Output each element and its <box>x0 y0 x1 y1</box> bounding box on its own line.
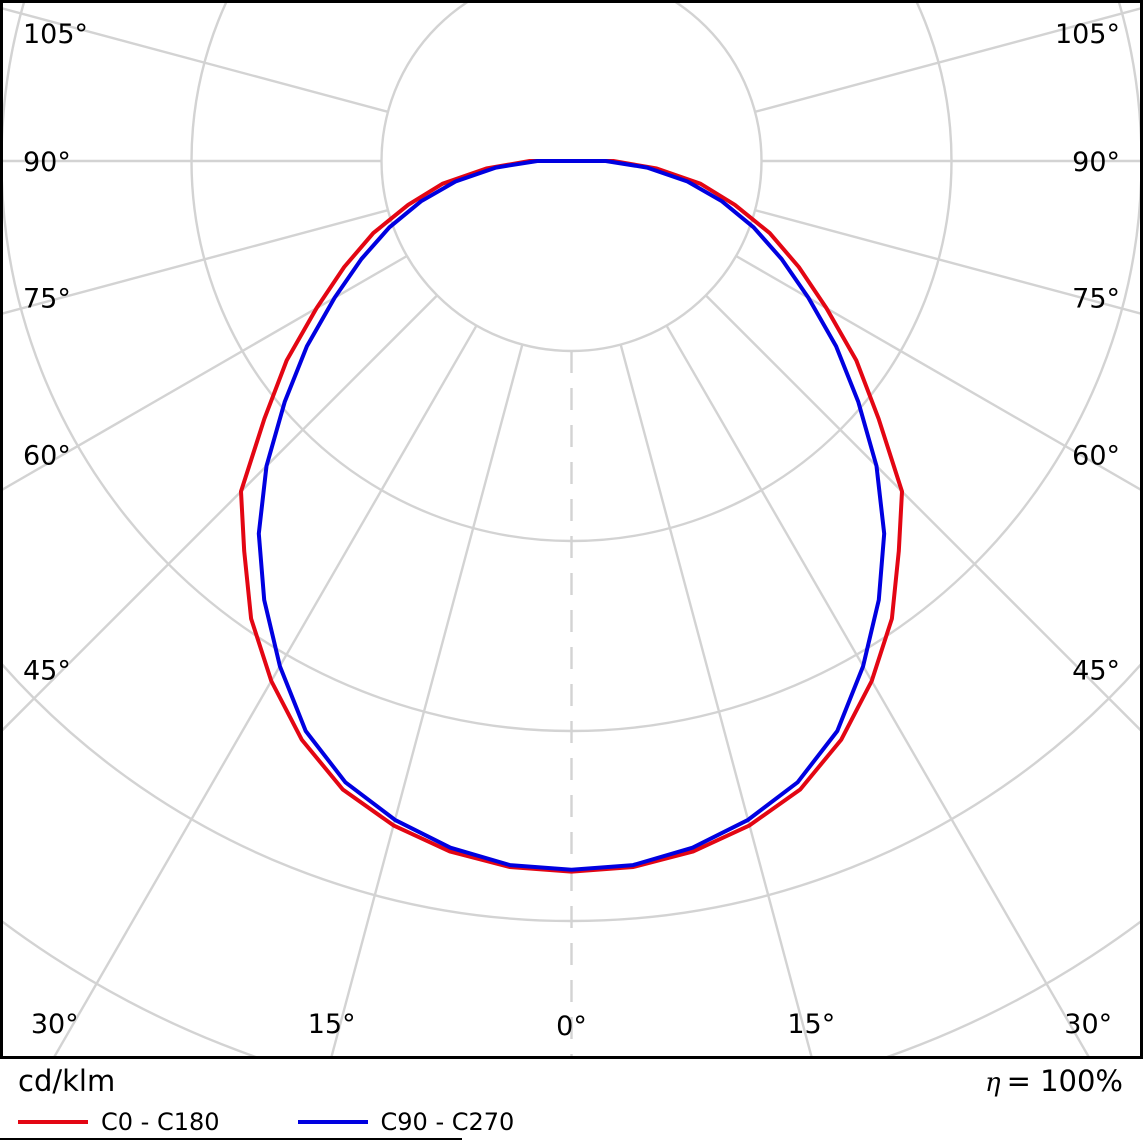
grid-radial-75 <box>754 209 1140 315</box>
grid-ring <box>380 3 763 353</box>
legend-swatch-0 <box>18 1120 88 1124</box>
angle-label-left-105: 105° <box>23 19 88 50</box>
legend-label-0: C0 - C180 <box>101 1108 220 1136</box>
polar-plot-area: 0° 15° 15° 30° 30° 45° 45° 60° 60° 75° 75° 90° 90° 10… <box>0 0 1143 1059</box>
chart-footer: cd/klm η = 100% C0 - C180 C90 - C270 <box>0 1059 1143 1143</box>
angle-label-left-90: 90° <box>23 147 71 178</box>
grid-radial-15 <box>330 344 524 1056</box>
angle-label-right-75: 75° <box>1072 283 1120 314</box>
angle-label-0: 0° <box>556 1011 587 1042</box>
legend-swatch-1 <box>297 1120 368 1124</box>
angle-label-right-105: 105° <box>1055 19 1120 50</box>
angle-label-right-15: 15° <box>787 1009 835 1040</box>
grid-radial-30 <box>665 324 1090 1056</box>
efficiency-value: = 100% <box>1006 1064 1123 1098</box>
legend-label-1: C90 - C270 <box>380 1108 515 1136</box>
angle-label-left-60: 60° <box>23 441 71 472</box>
legend-item-0: C0 - C180 <box>18 1108 220 1136</box>
grid-radial-45 <box>3 294 438 732</box>
grid-radial-45 <box>705 294 1140 732</box>
angle-label-left-15: 15° <box>308 1009 356 1040</box>
grid-radial-15 <box>619 344 813 1056</box>
legend: C0 - C180 C90 - C270 <box>18 1108 1123 1136</box>
grid-radial-105 <box>3 7 389 113</box>
curve-C90-C270 <box>256 159 887 872</box>
grid-ring <box>190 3 953 543</box>
angle-label-left-75: 75° <box>23 283 71 314</box>
angle-label-right-45: 45° <box>1072 656 1120 687</box>
grid-radial-105 <box>754 7 1140 113</box>
angle-label-left-30: 30° <box>31 1009 79 1040</box>
unit-label: cd/klm <box>18 1064 116 1098</box>
polar-chart-svg: 0° 15° 15° 30° 30° 45° 45° 60° 60° 75° 75° 90° 90° 10… <box>3 3 1140 1056</box>
legend-item-1: C90 - C270 <box>297 1108 515 1136</box>
angle-label-left-45: 45° <box>23 656 71 687</box>
angle-label-right-30: 30° <box>1064 1009 1112 1040</box>
efficiency-label: η = 100% <box>985 1064 1123 1100</box>
grid-radial-75 <box>3 209 389 315</box>
angle-label-right-60: 60° <box>1072 441 1120 472</box>
footer-top-row: cd/klm η = 100% <box>18 1064 1123 1100</box>
eta-symbol: η <box>984 1068 1001 1098</box>
grid-radial-60 <box>735 254 1140 491</box>
angle-label-right-90: 90° <box>1072 147 1120 178</box>
legend-divider-line <box>0 1138 462 1140</box>
grid-radial-30 <box>53 324 478 1056</box>
grid-radial-60 <box>3 254 408 491</box>
